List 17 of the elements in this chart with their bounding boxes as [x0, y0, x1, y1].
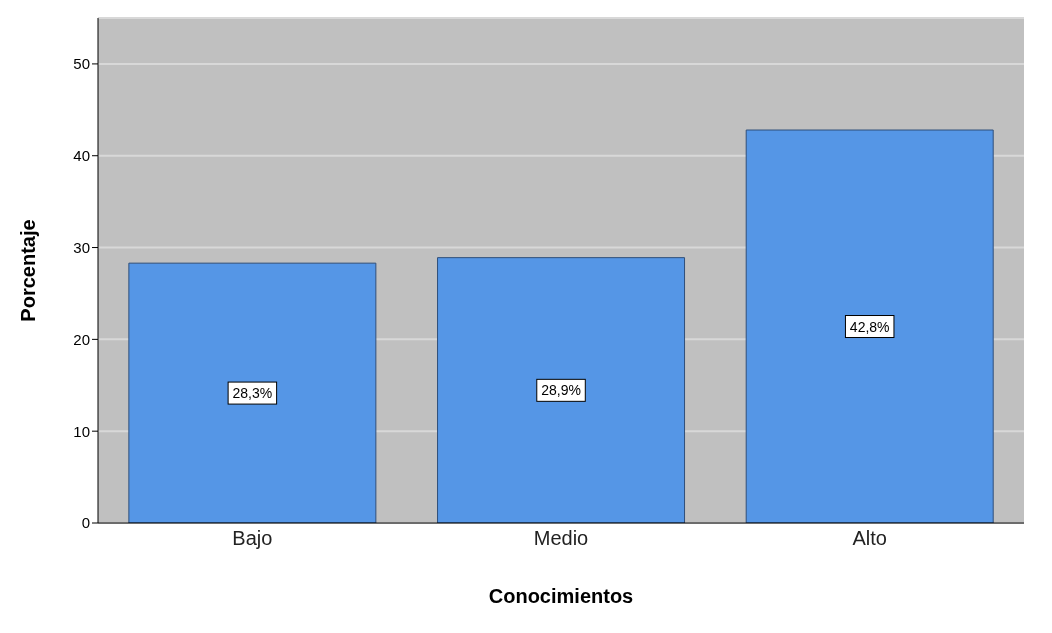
y-tick-label: 20 [73, 330, 90, 348]
y-tick-label: 0 [81, 514, 90, 532]
x-tick-label: Bajo [232, 527, 273, 550]
bar [128, 262, 377, 523]
data-label: 42,8% [849, 318, 890, 335]
x-tick-label: Medio [533, 527, 589, 550]
x-axis-title: Conocimientos [488, 585, 634, 607]
data-label: 28,3% [232, 385, 273, 402]
data-label: 28,9% [541, 382, 581, 399]
y-tick-label: 30 [73, 238, 90, 256]
y-axis-title: Porcentaje [17, 219, 40, 322]
bar [745, 129, 994, 523]
y-tick-label: 10 [73, 422, 90, 440]
bar [437, 257, 686, 523]
y-tick-label: 40 [73, 147, 90, 165]
x-tick-label: Alto [852, 527, 887, 550]
y-tick-label: 50 [73, 55, 90, 73]
